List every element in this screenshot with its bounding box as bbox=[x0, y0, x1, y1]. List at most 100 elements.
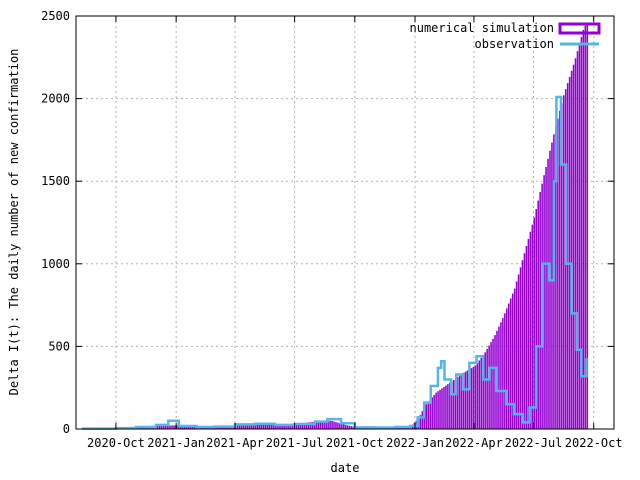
simulation-bar bbox=[468, 369, 471, 429]
simulation-bar bbox=[490, 342, 492, 429]
simulation-bar bbox=[323, 421, 325, 429]
simulation-bar bbox=[168, 425, 170, 429]
simulation-bar bbox=[488, 345, 490, 429]
simulation-bar bbox=[572, 64, 575, 429]
simulation-bar bbox=[555, 126, 557, 429]
x-tick-label: 2022-Apr bbox=[445, 436, 503, 450]
simulation-bar bbox=[258, 424, 261, 429]
simulation-bar bbox=[456, 377, 459, 429]
simulation-bar bbox=[237, 425, 239, 429]
simulation-bar bbox=[545, 167, 547, 429]
simulation-bar bbox=[466, 370, 469, 429]
simulation-bar bbox=[513, 288, 516, 429]
simulation-bar bbox=[584, 25, 587, 430]
simulation-bar bbox=[268, 424, 270, 429]
simulation-bar bbox=[547, 158, 549, 429]
simulation-bar bbox=[262, 424, 265, 429]
y-tick-label: 500 bbox=[48, 339, 70, 353]
simulation-bar bbox=[164, 425, 166, 429]
simulation-bar bbox=[180, 425, 182, 429]
simulation-bar bbox=[183, 425, 186, 429]
simulation-bar bbox=[170, 425, 172, 429]
simulation-bar bbox=[288, 424, 290, 429]
y-tick-label: 2000 bbox=[41, 92, 70, 106]
simulation-bar bbox=[419, 415, 422, 429]
simulation-bar bbox=[470, 368, 473, 429]
simulation-bar bbox=[433, 394, 435, 429]
simulation-bar bbox=[274, 424, 276, 429]
simulation-bar bbox=[339, 423, 341, 429]
simulation-bar bbox=[560, 103, 563, 430]
simulation-bar bbox=[531, 224, 534, 429]
simulation-bar bbox=[472, 367, 475, 429]
simulation-bar bbox=[517, 274, 520, 429]
simulation-bar bbox=[348, 425, 351, 429]
x-tick-label: 2021-Oct bbox=[326, 436, 384, 450]
simulation-bar bbox=[507, 303, 510, 429]
y-tick-label: 2500 bbox=[41, 9, 70, 23]
simulation-bar bbox=[305, 422, 308, 429]
simulation-bar bbox=[551, 142, 553, 430]
simulation-bar bbox=[341, 423, 343, 429]
simulation-bar bbox=[543, 175, 545, 429]
x-tick-label: 2022-Jan bbox=[386, 436, 444, 450]
simulation-bar bbox=[474, 365, 477, 429]
simulation-bar bbox=[331, 420, 333, 429]
legend: numerical simulation observation bbox=[410, 21, 601, 51]
simulation-bar bbox=[506, 308, 508, 429]
simulation-bar bbox=[215, 426, 217, 429]
simulation-bar bbox=[482, 355, 485, 429]
simulation-bar bbox=[480, 357, 483, 429]
simulation-bar bbox=[319, 421, 322, 429]
simulation-bar bbox=[498, 326, 500, 429]
y-axis-label: Delta I(t): The daily number of new conf… bbox=[7, 49, 21, 396]
simulation-bar bbox=[576, 51, 579, 429]
simulation-bar bbox=[266, 424, 269, 429]
y-tick-label: 1500 bbox=[41, 174, 70, 188]
simulation-bar bbox=[290, 424, 292, 429]
simulation-bar bbox=[278, 424, 280, 429]
simulation-bar bbox=[193, 426, 196, 429]
simulation-bar bbox=[478, 360, 481, 429]
simulation-bar bbox=[256, 424, 259, 429]
simulation-bar bbox=[291, 424, 294, 429]
simulation-bar bbox=[427, 401, 430, 429]
simulation-bar bbox=[454, 378, 457, 429]
simulation-bar bbox=[439, 389, 441, 429]
simulation-bar bbox=[246, 424, 249, 429]
simulation-bar bbox=[313, 421, 316, 429]
simulation-bar bbox=[189, 426, 192, 429]
simulation-bar bbox=[315, 421, 318, 429]
simulation-bar bbox=[321, 421, 324, 429]
x-tick-label: 2022-Oct bbox=[565, 436, 623, 450]
simulation-bar bbox=[557, 118, 559, 429]
simulation-bar bbox=[437, 391, 439, 429]
simulation-bar bbox=[539, 192, 541, 429]
simulation-bar bbox=[523, 253, 526, 429]
simulation-bar bbox=[311, 421, 314, 429]
simulation-bar bbox=[447, 384, 449, 429]
simulation-bar bbox=[533, 217, 536, 429]
simulation-bar bbox=[445, 385, 447, 429]
simulation-bar bbox=[337, 422, 339, 429]
simulation-bar bbox=[515, 281, 518, 429]
simulation-bar bbox=[187, 426, 190, 429]
simulation-bar bbox=[570, 70, 573, 429]
simulation-bar bbox=[156, 425, 159, 429]
simulation-bar bbox=[242, 425, 245, 429]
simulation-bar bbox=[325, 421, 327, 429]
simulation-bar bbox=[460, 374, 463, 429]
simulation-bar bbox=[509, 298, 512, 429]
simulation-bar bbox=[264, 424, 267, 429]
simulation-bar bbox=[297, 423, 300, 429]
simulation-bar bbox=[280, 424, 282, 429]
legend-label-observation: observation bbox=[475, 37, 554, 51]
simulation-bars bbox=[81, 22, 589, 430]
simulation-bar bbox=[309, 422, 312, 429]
simulation-bar bbox=[250, 424, 253, 429]
simulation-bar bbox=[295, 423, 298, 429]
simulation-bar bbox=[166, 425, 168, 429]
simulation-bar bbox=[327, 420, 329, 429]
simulation-bar bbox=[333, 421, 335, 429]
